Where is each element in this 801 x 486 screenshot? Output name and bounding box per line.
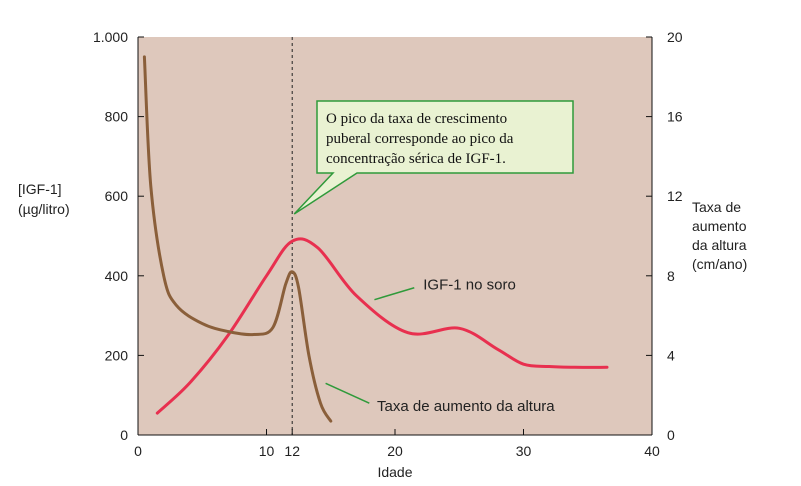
annotation-callout-box bbox=[293, 100, 574, 215]
x-tick-label: 20 bbox=[387, 443, 403, 459]
y-right-tick-label: 12 bbox=[667, 188, 683, 204]
y-right-tick-label: 20 bbox=[667, 29, 683, 45]
x-tick-label: 40 bbox=[644, 443, 660, 459]
annotation-text-line: concentração sérica de IGF-1. bbox=[326, 151, 506, 167]
y-right-axis-title: aumento bbox=[692, 218, 747, 234]
y-left-axis-title: [IGF-1] bbox=[18, 181, 62, 197]
x-tick-label: 0 bbox=[134, 443, 142, 459]
igf1-label-leader bbox=[374, 287, 415, 301]
y-left-tick-label: 0 bbox=[120, 427, 128, 443]
y-left-tick-label: 1.000 bbox=[93, 29, 128, 45]
y-left-tick-label: 800 bbox=[105, 109, 129, 125]
igf1-series-line bbox=[155, 237, 609, 415]
y-right-tick-label: 0 bbox=[667, 427, 675, 443]
x-axis-title: Idade bbox=[377, 464, 412, 480]
height-rate-series-label: Taxa de aumento da altura bbox=[377, 398, 555, 415]
y-left-tick-label: 600 bbox=[105, 188, 129, 204]
annotation-text-line: puberal corresponde ao pico da bbox=[326, 131, 514, 147]
y-left-tick-label: 400 bbox=[105, 268, 129, 284]
y-left-axis-title: (µg/litro) bbox=[18, 201, 70, 217]
x-tick-label: 10 bbox=[259, 443, 275, 459]
y-right-axis-title: (cm/ano) bbox=[692, 256, 747, 272]
y-right-axis-title: Taxa de bbox=[692, 199, 741, 215]
y-right-tick-label: 16 bbox=[667, 109, 683, 125]
x-tick-label: 12 bbox=[284, 443, 300, 459]
annotation-text-line: O pico da taxa de crescimento bbox=[326, 111, 507, 127]
plot-area bbox=[138, 37, 652, 435]
igf1-series-label: IGF-1 no soro bbox=[423, 277, 516, 294]
y-right-tick-label: 4 bbox=[667, 347, 675, 363]
height-rate-label-leader bbox=[325, 382, 370, 404]
y-right-axis-title: da altura bbox=[692, 237, 747, 253]
y-left-tick-label: 200 bbox=[105, 347, 129, 363]
height-rate-series-line bbox=[142, 55, 333, 423]
x-tick-label: 30 bbox=[516, 443, 532, 459]
y-right-tick-label: 8 bbox=[667, 268, 675, 284]
